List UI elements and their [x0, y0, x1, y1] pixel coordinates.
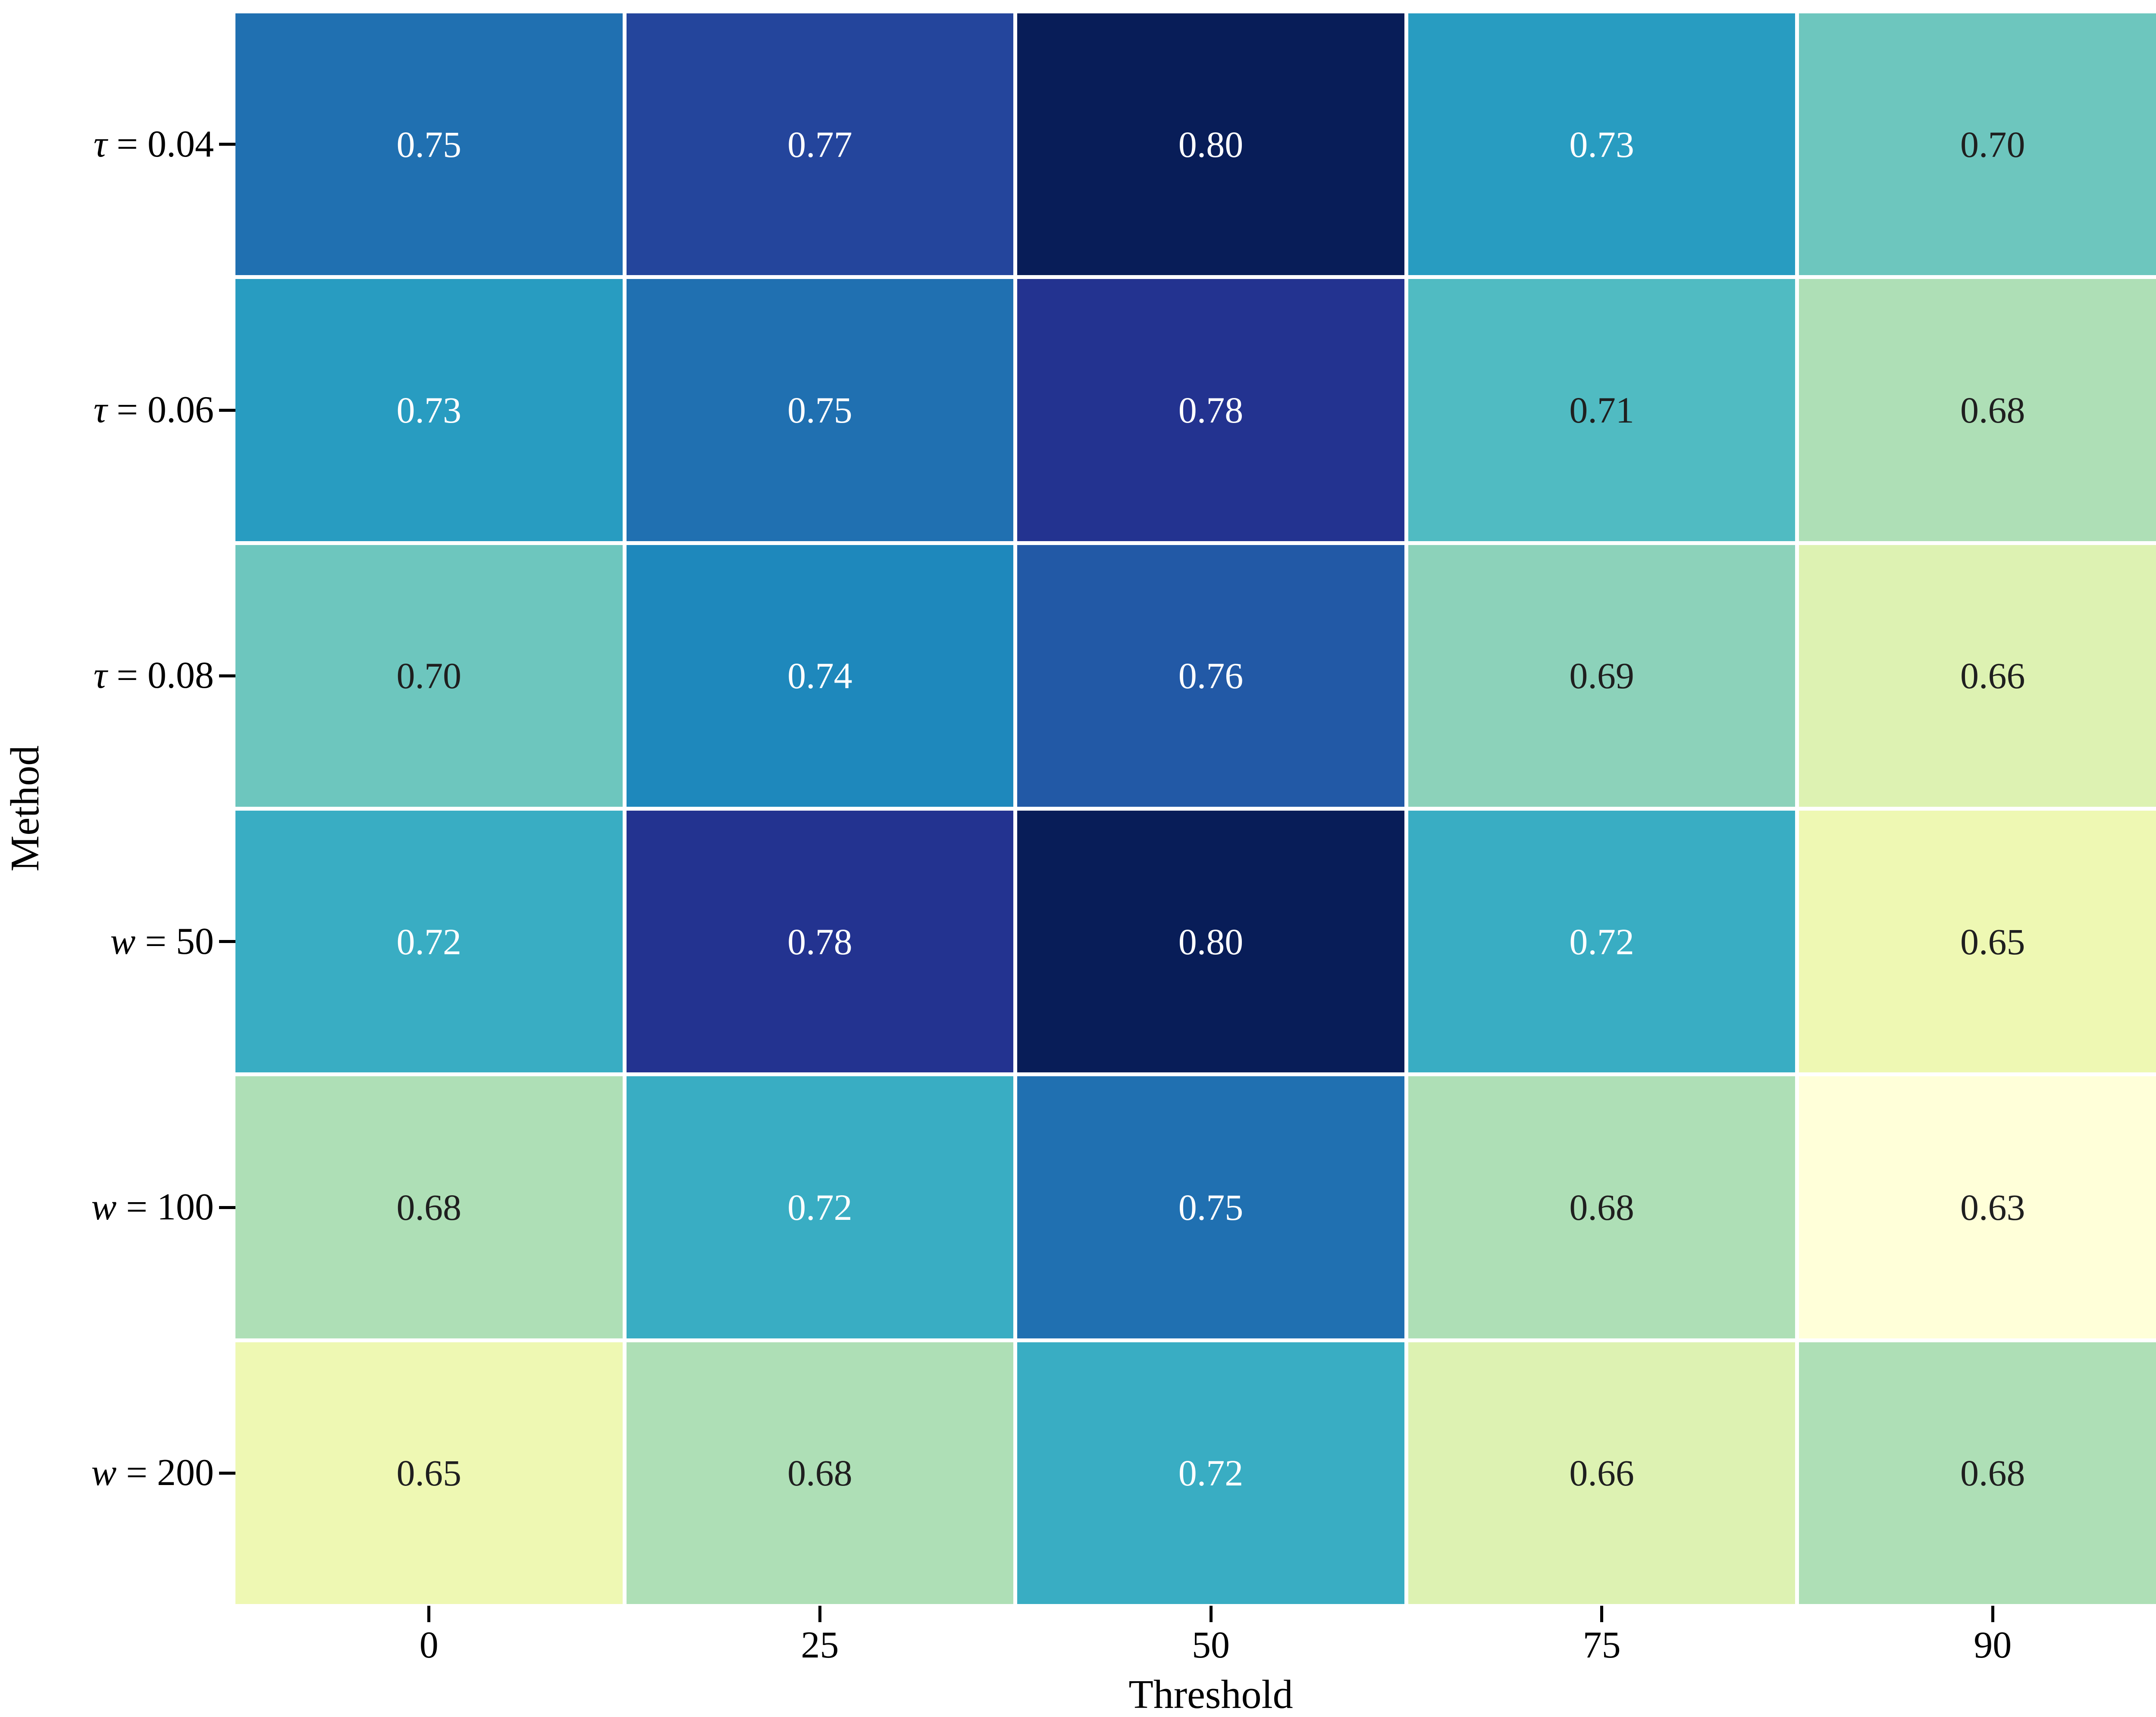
- heatmap-cell: 0.73: [235, 279, 623, 541]
- heatmap-cell: 0.76: [1017, 545, 1404, 807]
- y-tick-variable: w: [91, 1186, 117, 1228]
- x-tick-label: 25: [801, 1624, 839, 1666]
- heatmap-cell: 0.63: [1799, 1076, 2156, 1338]
- y-tick-rest: = 200: [116, 1452, 214, 1494]
- heatmap-cell: 0.73: [1408, 13, 1796, 276]
- heatmap-cell: 0.72: [1408, 810, 1796, 1073]
- y-tick-label: w = 200: [0, 1454, 214, 1492]
- heatmap-cell: 0.75: [626, 279, 1014, 541]
- y-tick-mark: [219, 940, 235, 943]
- x-tick-mark: [1991, 1606, 1994, 1622]
- heatmap-cell: 0.68: [1799, 1342, 2156, 1604]
- x-tick-label: 0: [419, 1624, 439, 1666]
- x-tick-mark: [818, 1606, 821, 1622]
- heatmap-cell: 0.75: [1017, 1076, 1404, 1338]
- heatmap-cell: 0.80: [1017, 810, 1404, 1073]
- heatmap-cell: 0.75: [235, 13, 623, 276]
- y-tick-rest: = 0.06: [107, 389, 214, 431]
- heatmap-cell: 0.70: [235, 545, 623, 807]
- y-tick-variable: τ: [93, 655, 107, 697]
- y-tick-variable: τ: [93, 123, 107, 165]
- y-tick-variable: w: [110, 920, 136, 962]
- y-tick-label: w = 50: [0, 920, 214, 962]
- heatmap-cell: 0.77: [626, 13, 1014, 276]
- heatmap-cell: 0.68: [626, 1342, 1014, 1604]
- x-tick-mark: [1600, 1606, 1604, 1622]
- y-axis-title: Method: [3, 745, 47, 872]
- y-tick-mark: [219, 1471, 235, 1475]
- heatmap-cell: 0.70: [1799, 13, 2156, 276]
- heatmap-cell: 0.72: [1017, 1342, 1404, 1604]
- heatmap-cell: 0.66: [1408, 1342, 1796, 1604]
- heatmap-cell: 0.65: [1799, 810, 2156, 1073]
- y-tick-mark: [219, 408, 235, 412]
- heatmap-cell: 0.71: [1408, 279, 1796, 541]
- x-tick-mark: [427, 1606, 431, 1622]
- y-tick-label: w = 100: [0, 1188, 214, 1226]
- y-tick-rest: = 0.04: [107, 123, 214, 165]
- x-tick-mark: [1209, 1606, 1213, 1622]
- x-tick-label: 50: [1192, 1624, 1230, 1666]
- heatmap-grid: 0.75 0.77 0.80 0.73 0.70 0.73 0.75 0.78 0.71 0.68…: [235, 13, 2156, 1604]
- y-tick-mark: [219, 143, 235, 146]
- y-tick-variable: τ: [93, 389, 107, 431]
- y-tick-rest: = 50: [135, 920, 214, 962]
- y-tick-label: τ = 0.06: [0, 391, 214, 429]
- x-tick-label: 75: [1583, 1624, 1621, 1666]
- y-tick-label: τ = 0.04: [0, 125, 214, 163]
- y-tick-label: τ = 0.08: [0, 657, 214, 695]
- heatmap-cell: 0.66: [1799, 545, 2156, 807]
- y-tick-rest: = 0.08: [107, 655, 214, 697]
- x-tick-label: 90: [1974, 1624, 2012, 1666]
- heatmap-cell: 0.78: [1017, 279, 1404, 541]
- y-tick-rest: = 100: [116, 1186, 214, 1228]
- heatmap-cell: 0.68: [1408, 1076, 1796, 1338]
- heatmap-cell: 0.78: [626, 810, 1014, 1073]
- heatmap-cell: 0.72: [626, 1076, 1014, 1338]
- heatmap-cell: 0.74: [626, 545, 1014, 807]
- heatmap-cell: 0.80: [1017, 13, 1404, 276]
- x-axis-title: Threshold: [1128, 1672, 1293, 1717]
- y-tick-variable: w: [91, 1452, 117, 1494]
- heatmap-cell: 0.72: [235, 810, 623, 1073]
- heatmap-cell: 0.68: [1799, 279, 2156, 541]
- heatmap-cell: 0.69: [1408, 545, 1796, 807]
- y-tick-mark: [219, 674, 235, 677]
- heatmap-cell: 0.65: [235, 1342, 623, 1604]
- heatmap-cell: 0.68: [235, 1076, 623, 1338]
- y-tick-mark: [219, 1206, 235, 1209]
